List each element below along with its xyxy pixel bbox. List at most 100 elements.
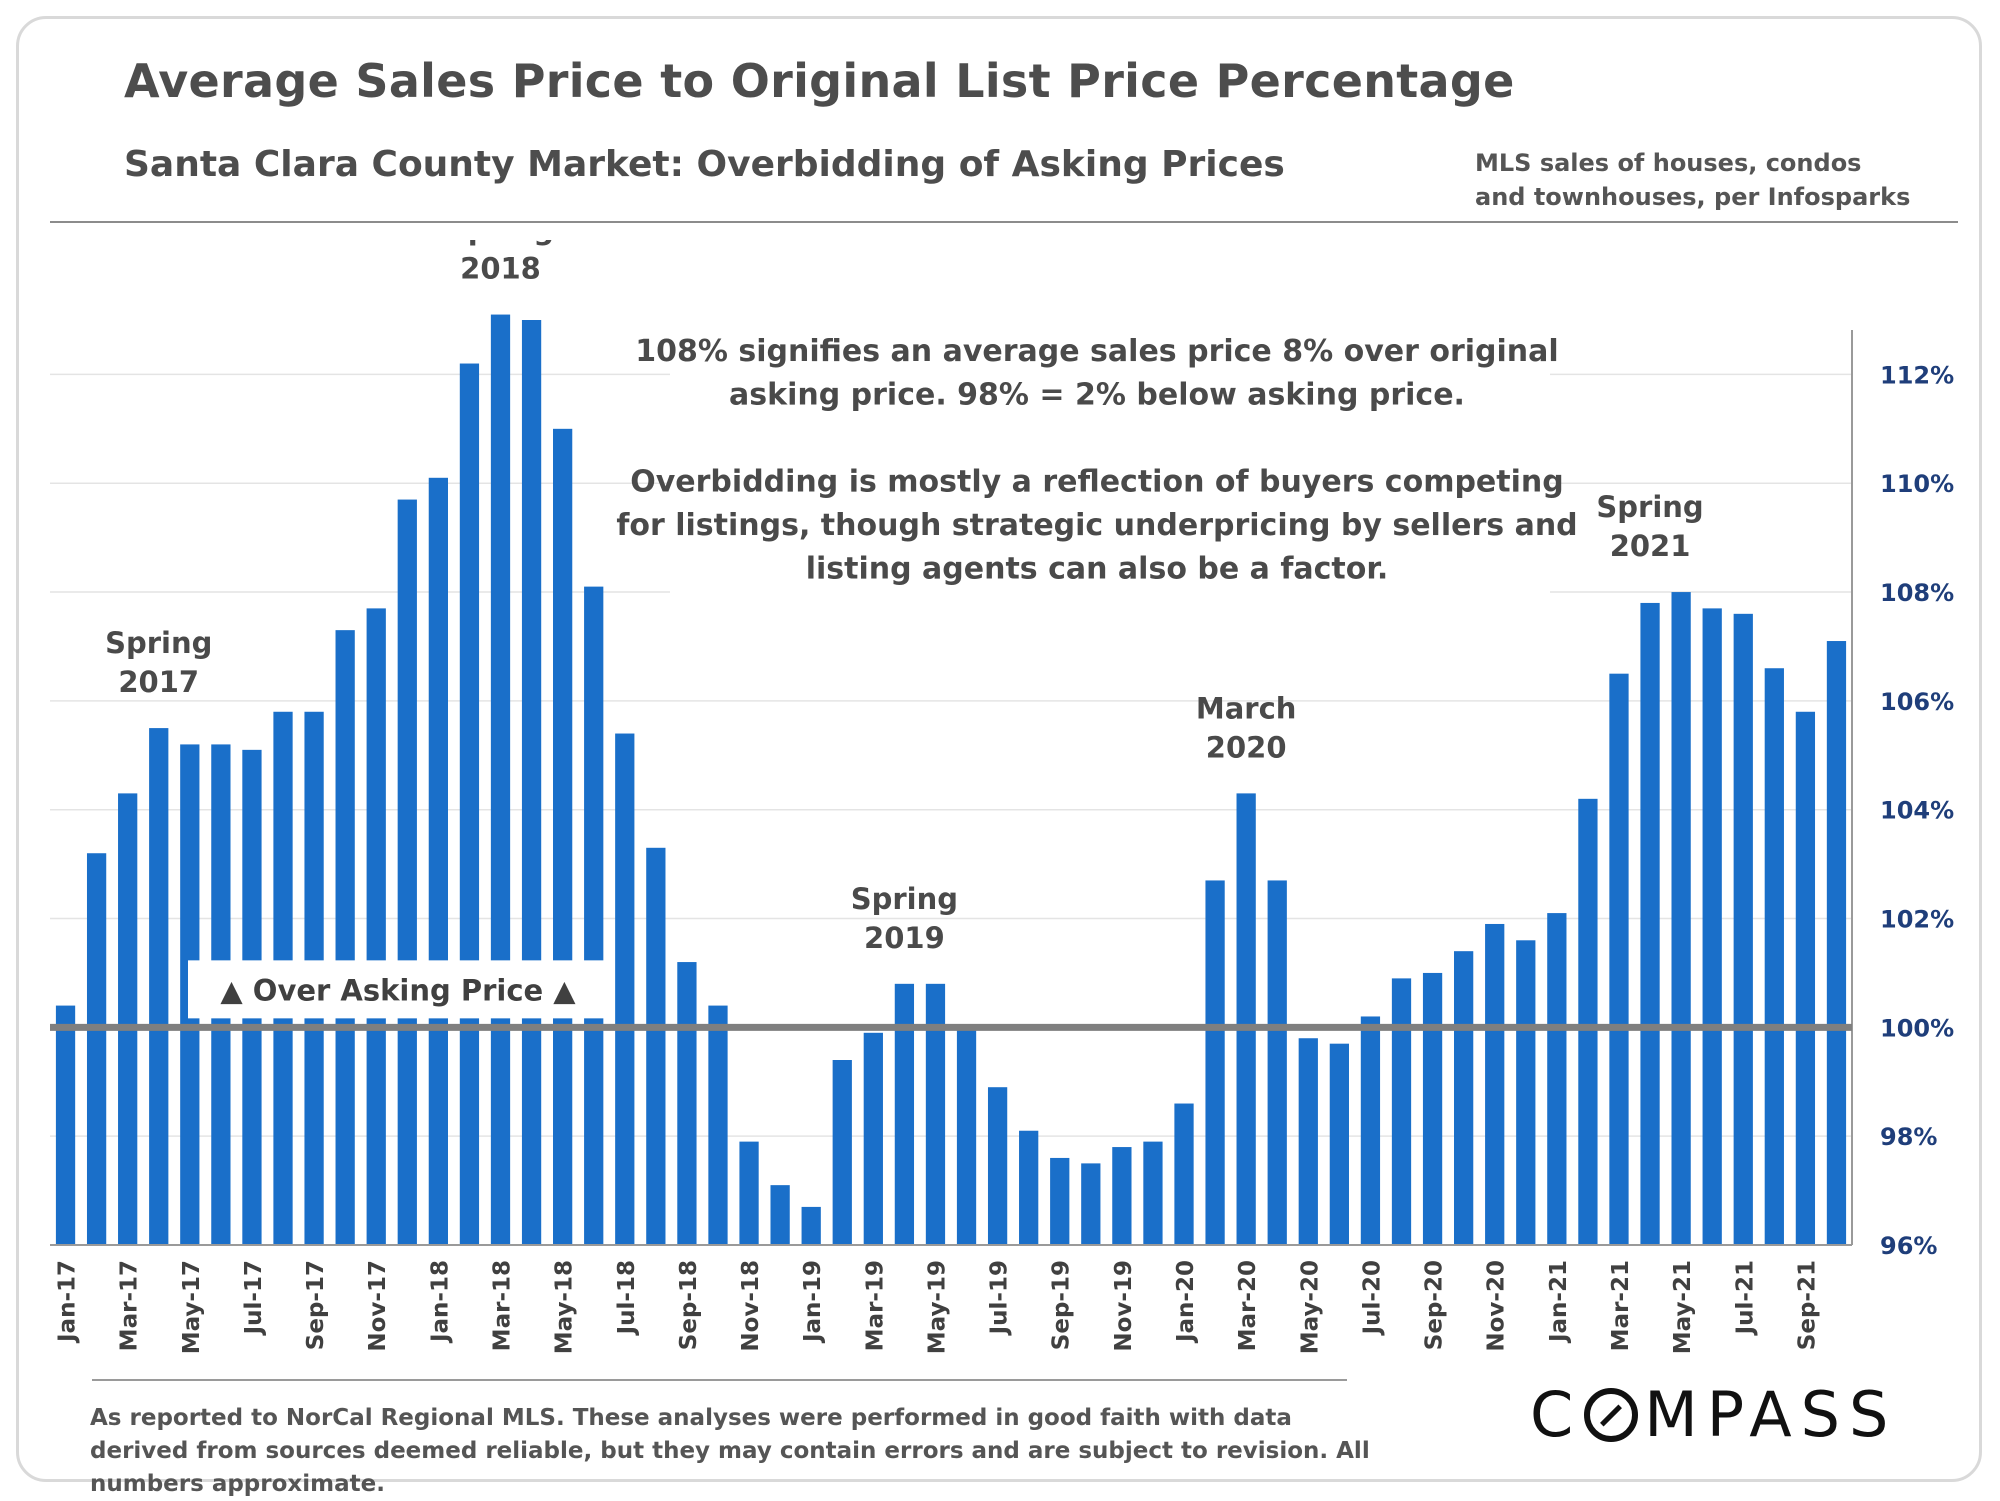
bar [521, 320, 542, 1245]
y-tick-label: 110% [1880, 470, 1954, 498]
logo-o-letter: O [1590, 1394, 1591, 1395]
baseline-label: ▲ Over Asking Price ▲ [220, 973, 576, 1007]
explanation-text: listing agents can also be a factor. [806, 552, 1389, 587]
bar [956, 1027, 977, 1245]
x-tick-label: Jul-21 [1732, 1260, 1758, 1336]
x-tick-label: Sep-19 [1049, 1260, 1075, 1350]
bar [801, 1206, 821, 1245]
x-tick-label: May-20 [1297, 1260, 1323, 1354]
bar [397, 499, 417, 1245]
x-tick-label: Sep-18 [676, 1260, 702, 1350]
y-tick-label: 96% [1880, 1232, 1937, 1260]
bar [553, 428, 573, 1246]
x-tick-label: Mar-18 [490, 1260, 516, 1351]
x-tick-label: Jan-19 [800, 1260, 826, 1344]
x-tick-label: Nov-19 [1111, 1260, 1137, 1352]
bar [1360, 1016, 1381, 1245]
period-annotation: Spring [105, 626, 212, 660]
bar [55, 1005, 76, 1245]
bar [490, 314, 511, 1245]
bar [1826, 641, 1847, 1245]
y-tick-label: 100% [1880, 1014, 1954, 1042]
x-tick-label: May-21 [1670, 1260, 1696, 1354]
bar [1112, 1147, 1132, 1245]
x-tick-label: Jan-17 [55, 1260, 81, 1344]
bar [1422, 972, 1443, 1245]
bar [863, 1032, 883, 1245]
bar [1081, 1163, 1101, 1245]
bar [366, 608, 386, 1245]
explanation-box [670, 320, 1550, 595]
period-annotation: 2020 [1206, 730, 1287, 764]
bar [1267, 880, 1287, 1245]
period-annotation: 2021 [1610, 529, 1691, 563]
y-tick-label: 104% [1880, 797, 1954, 825]
y-tick-label: 112% [1880, 361, 1954, 389]
bar [86, 853, 107, 1245]
explanation-text: for listings, though strategic underpric… [616, 508, 1577, 543]
bar-chart: 96% 98% 100% 102% 104% 106% 108% 110% 112% ▲ Over… [50, 240, 1954, 1354]
y-tick-label: 106% [1880, 688, 1954, 716]
bar [1019, 1130, 1039, 1245]
x-tick-label: Jan-21 [1546, 1260, 1572, 1344]
bar [149, 728, 169, 1245]
x-tick-label: May-18 [552, 1260, 578, 1354]
period-annotation: 2019 [864, 921, 945, 955]
explanation-text: Overbidding is mostly a reflection of bu… [630, 465, 1564, 500]
x-tick-label: Jul-17 [241, 1260, 267, 1336]
header-divider [50, 221, 1958, 223]
bar [677, 962, 697, 1245]
period-annotation: March [1196, 691, 1297, 725]
bar [1236, 793, 1256, 1245]
compass-logo: C O MPASS [1530, 1378, 1897, 1451]
bar [1205, 880, 1225, 1245]
bar [1050, 1157, 1070, 1245]
period-annotation: Spring [851, 882, 958, 916]
x-tick-label: May-17 [179, 1260, 205, 1354]
bar [1671, 592, 1691, 1245]
bar [1298, 1038, 1318, 1245]
x-tick-label: Mar-21 [1608, 1260, 1634, 1351]
bar [1174, 1103, 1194, 1245]
bar [118, 793, 138, 1245]
chart-subtitle: Santa Clara County Market: Overbidding o… [124, 144, 1285, 185]
period-annotation: 2017 [118, 665, 199, 699]
footer-disclaimer: As reported to NorCal Regional MLS. Thes… [90, 1405, 1370, 1497]
x-tick-label: Mar-17 [117, 1260, 143, 1351]
bar [1454, 951, 1474, 1245]
bar [1143, 1141, 1163, 1245]
bar [335, 630, 355, 1245]
bar [646, 847, 666, 1245]
bar [428, 477, 448, 1245]
x-tick-label: May-19 [924, 1260, 950, 1354]
x-tick-label: Mar-19 [862, 1260, 888, 1351]
period-annotation: Spring [1596, 490, 1703, 524]
explanation-text: 108% signifies an average sales price 8%… [635, 334, 1558, 369]
bar [1795, 711, 1816, 1245]
source-note: MLS sales of houses, condos and townhous… [1475, 149, 1911, 211]
bar [615, 733, 635, 1245]
logo-letters-start: C [1530, 1378, 1583, 1451]
bar [708, 1005, 728, 1245]
y-tick-label: 98% [1880, 1123, 1937, 1151]
bar [1329, 1043, 1349, 1245]
bar [894, 983, 915, 1245]
bar [1547, 913, 1567, 1245]
bar [1733, 613, 1753, 1245]
bar [1702, 608, 1722, 1245]
bar [1391, 978, 1412, 1245]
x-tick-label: Nov-17 [365, 1260, 391, 1352]
y-tick-label: 102% [1880, 906, 1954, 934]
x-tick-label: Sep-21 [1794, 1260, 1820, 1350]
bar [584, 586, 604, 1245]
footer-divider [92, 1379, 1347, 1381]
explanation-text: asking price. 98% = 2% below asking pric… [729, 378, 1465, 413]
period-annotation: Spring [447, 240, 554, 247]
bar [987, 1087, 1008, 1245]
chart-title: Average Sales Price to Original List Pri… [124, 54, 1515, 108]
baseline-label-box [188, 960, 608, 1019]
bar [1764, 668, 1784, 1245]
period-annotation: 2018 [460, 252, 541, 286]
bar [1609, 673, 1629, 1245]
bar [459, 363, 480, 1245]
